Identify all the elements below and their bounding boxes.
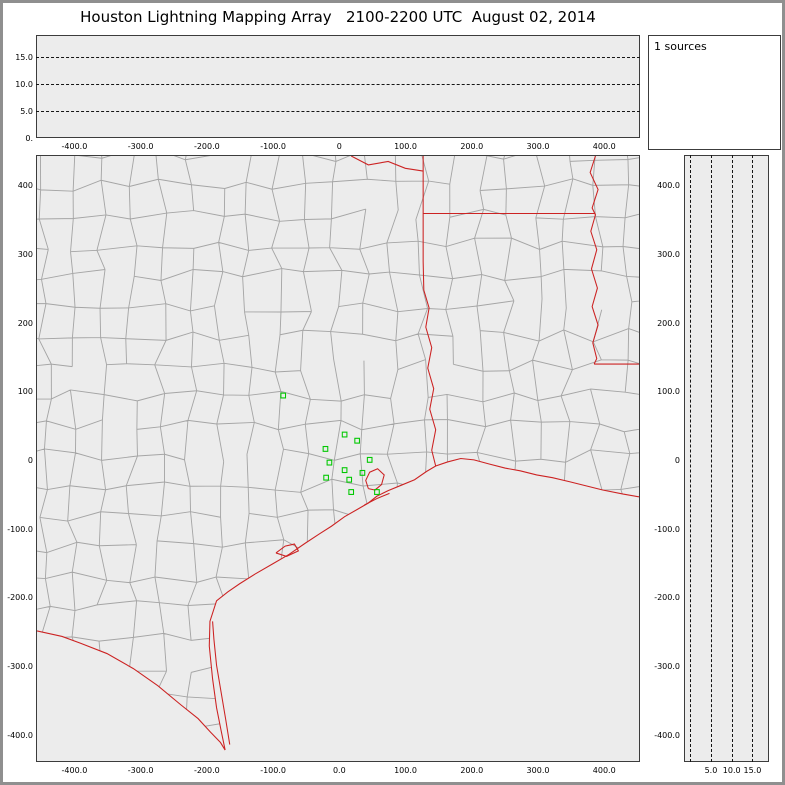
lma-station-marker	[354, 437, 360, 444]
galveston-bay-border	[365, 468, 385, 491]
red-river-border	[350, 156, 424, 172]
lma-station-marker	[366, 456, 373, 463]
top-x-tick-label: -100.0	[260, 142, 286, 151]
right-y-tick-label: 400.0	[657, 181, 680, 191]
map-x-tick-label: -200.0	[193, 766, 220, 775]
dashed-gridline	[36, 83, 640, 85]
county-boundaries	[37, 156, 639, 751]
lma-station-marker	[348, 489, 355, 495]
map-y-tick-label: 200	[17, 318, 33, 328]
right-y-tick-label: -200.0	[654, 593, 680, 603]
lma-station-marker	[322, 445, 329, 452]
right-y-tick-label: 0	[674, 455, 680, 465]
top-x-tick-label: 400.0	[592, 142, 616, 151]
source-count-panel: 1 sources	[648, 35, 781, 150]
right-y-tick-label: -100.0	[654, 524, 680, 534]
top-x-tick-label: 0	[336, 142, 342, 151]
plan-view-panel	[36, 155, 640, 762]
lma-station-marker	[280, 392, 287, 399]
galveston-island-border	[364, 492, 390, 506]
top-y-tick-label: 10.0	[15, 79, 33, 89]
sabine-tx-la-ar-border	[422, 156, 437, 467]
map-y-tick-label: -400.0	[7, 730, 33, 740]
rio-grande-border	[37, 630, 226, 751]
dashed-gridline	[690, 155, 692, 762]
gulf-coast-border	[208, 457, 639, 751]
padre-island-border	[212, 621, 231, 745]
lma-station-marker	[326, 459, 333, 466]
top-x-tick-label: 200.0	[460, 142, 484, 151]
map-x-tick-label: 100.0	[394, 766, 417, 775]
map-x-tick-label: -300.0	[127, 766, 154, 775]
right-x-tick-label: 10.0	[722, 766, 741, 775]
top-x-tick-label: 100.0	[394, 142, 417, 151]
right-y-tick-label: -400.0	[654, 730, 680, 740]
top-x-tick-label: -400.0	[61, 142, 88, 151]
map-x-tick-label: 0.0	[332, 766, 346, 775]
right-x-tick-label: 5.0	[704, 766, 718, 775]
right-x-tick-label: 15.0	[743, 766, 762, 775]
map-canvas	[37, 156, 639, 751]
lma-station-marker	[341, 431, 348, 438]
lma-station-marker	[346, 476, 353, 483]
figure-title: Houston Lightning Mapping Array 2100-220…	[80, 8, 596, 26]
top-x-tick-label: -200.0	[193, 142, 220, 151]
dashed-gridline	[36, 110, 640, 112]
map-y-tick-label: -100.0	[7, 524, 33, 534]
dashed-gridline	[710, 155, 712, 762]
top-y-tick-label: 5.0	[20, 106, 33, 116]
map-x-tick-label: 200.0	[460, 766, 484, 775]
top-y-tick-label: 0.	[25, 134, 33, 143]
map-x-tick-label: 300.0	[526, 766, 550, 775]
right-y-tick-label: 300.0	[657, 249, 680, 259]
right-y-tick-label: 100.0	[657, 387, 680, 397]
map-y-tick-label: 400	[17, 181, 33, 191]
lma-station-marker	[341, 467, 348, 474]
top-y-tick-label: 15.0	[15, 52, 33, 62]
right-y-tick-label: 200.0	[657, 318, 680, 328]
map-x-tick-label: -400.0	[61, 766, 88, 775]
dashed-gridline	[752, 155, 754, 762]
dashed-gridline	[36, 56, 640, 58]
map-y-tick-label: 0	[27, 455, 33, 465]
right-y-tick-label: -300.0	[654, 661, 680, 671]
lma-station-marker	[374, 489, 380, 495]
map-y-tick-label: 100	[17, 387, 33, 397]
matagorda-bay-border	[275, 543, 300, 557]
mississippi-river-border	[589, 156, 599, 365]
map-y-tick-label: -300.0	[7, 661, 33, 671]
top-x-tick-label: -300.0	[127, 142, 154, 151]
map-y-tick-label: 300	[17, 249, 33, 259]
lma-station-marker	[359, 469, 366, 476]
top-x-tick-label: 300.0	[526, 142, 550, 151]
altitude-ns-panel	[684, 155, 769, 762]
lma-station-marker	[323, 474, 329, 481]
map-y-tick-label: -200.0	[7, 593, 33, 603]
altitude-ew-panel	[36, 35, 640, 138]
map-x-tick-label: 400.0	[592, 766, 616, 775]
dashed-gridline	[731, 155, 733, 762]
source-count-label: 1 sources	[654, 40, 707, 53]
map-x-tick-label: -100.0	[260, 766, 286, 775]
